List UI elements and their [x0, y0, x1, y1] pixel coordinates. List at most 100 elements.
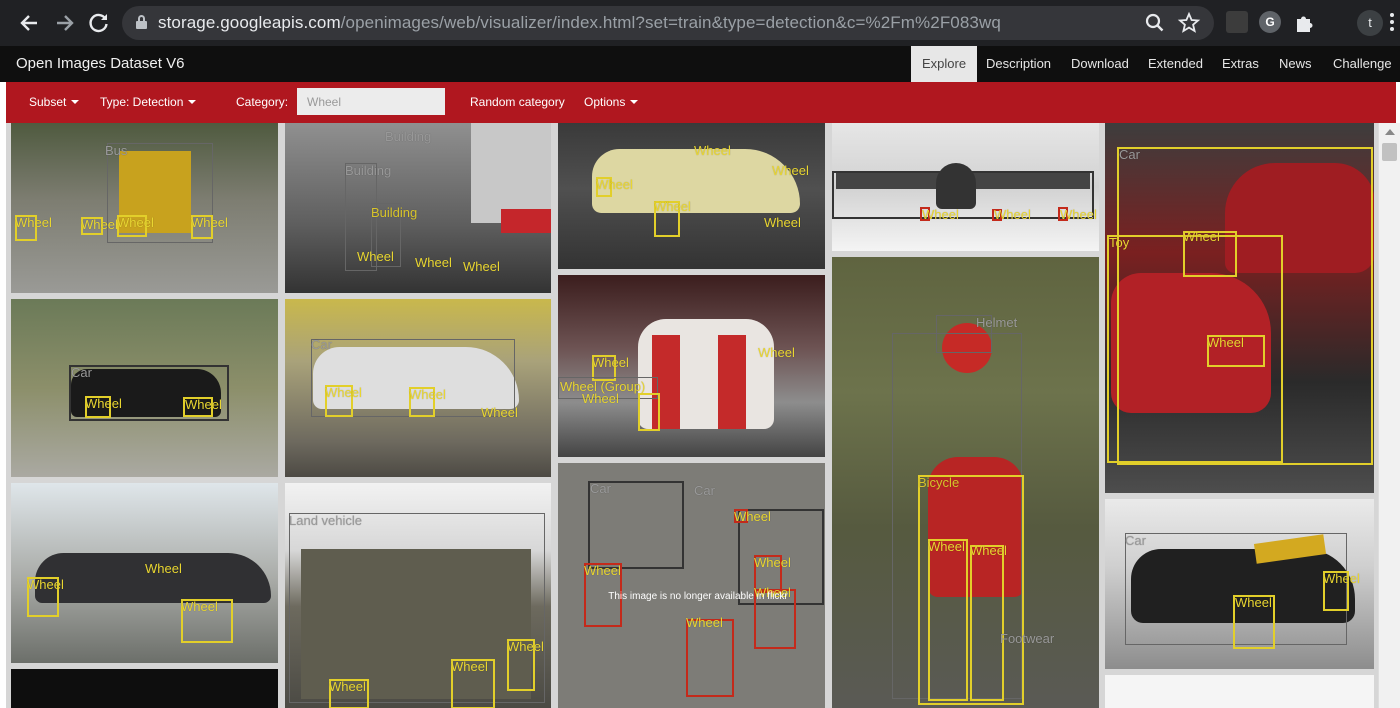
bbox-label: Wheel [451, 659, 488, 674]
image-tile[interactable]: Wheel Wheel Wheel [832, 123, 1099, 251]
bbox-label: Wheel [754, 585, 791, 600]
extension-g-icon[interactable]: G [1259, 11, 1281, 33]
car-shape [35, 553, 271, 603]
image-tile[interactable] [1105, 675, 1374, 708]
random-category-link[interactable]: Random category [470, 95, 565, 109]
menu-icon[interactable] [1390, 13, 1394, 34]
scroll-up-icon[interactable] [1385, 129, 1395, 135]
bbox-wheel [970, 545, 1004, 701]
bbox-wheel [507, 639, 535, 691]
bbox-wheel [686, 619, 734, 697]
image-tile[interactable]: Wheel Wheel Wheel [11, 483, 278, 663]
tab-extras[interactable]: Extras [1222, 56, 1259, 71]
bbox-label: Wheel [1207, 335, 1244, 350]
stripe-shape [718, 335, 746, 429]
bbox-label: Car [1125, 533, 1146, 548]
image-tile[interactable]: Wheel Wheel Wheel Wheel Wheel [558, 123, 825, 269]
image-tile[interactable]: Car Wheel Wheel [11, 299, 278, 477]
bbox-label: Wheel [85, 396, 122, 411]
url-text[interactable]: storage.googleapis.com/openimages/web/vi… [158, 13, 1001, 33]
bbox-label: Toy [1109, 235, 1130, 250]
bbox-helmet [936, 315, 992, 353]
caret-down-icon [188, 100, 197, 104]
bbox-label: Wheel [928, 539, 965, 554]
bbox-label: Building [345, 163, 392, 178]
caret-down-icon [71, 100, 80, 104]
tab-news[interactable]: News [1279, 56, 1312, 71]
car-shape [1131, 549, 1355, 623]
extension-square-icon[interactable] [1226, 11, 1248, 33]
zoom-icon[interactable] [1140, 8, 1170, 38]
bbox-label: Wheel [1060, 207, 1097, 222]
subset-label: Subset [29, 95, 67, 109]
bbox-label: Wheel [764, 215, 801, 230]
image-tile[interactable]: Car Wheel Wheel [1105, 499, 1374, 669]
back-arrow-icon[interactable] [14, 8, 44, 38]
bbox-label: Wheel [758, 345, 795, 360]
image-tile[interactable]: Car Toy Wheel Wheel [1105, 123, 1374, 493]
bbox-label: Car [694, 483, 715, 498]
scroll-thumb[interactable] [1382, 143, 1397, 161]
bbox-car [588, 481, 684, 569]
image-tile[interactable] [11, 669, 278, 708]
site-title[interactable]: Open Images Dataset V6 [16, 55, 185, 72]
bbox-label: Wheel [191, 215, 228, 230]
rider-shape [928, 457, 1024, 597]
bbox-label: Wheel [994, 207, 1031, 222]
category-input[interactable] [297, 88, 445, 115]
tab-challenge[interactable]: Challenge [1333, 56, 1392, 71]
stripe-shape [652, 335, 680, 429]
bbox-wheel [181, 599, 233, 643]
image-tile[interactable]: Land vehicle Wheel Wheel Wheel [285, 483, 551, 708]
avatar[interactable]: t [1357, 10, 1383, 36]
image-tile[interactable]: Bus Wheel Wheel Wheel Wheel [11, 123, 278, 293]
bbox-label: Wheel [27, 577, 64, 592]
bbox-car [1117, 147, 1373, 465]
bbox-wheel [592, 355, 616, 381]
puzzle-icon[interactable] [1289, 8, 1319, 38]
image-tile[interactable]: Building Building Building Wheel Wheel W… [285, 123, 551, 293]
type-dropdown[interactable]: Type: Detection [100, 95, 197, 109]
bbox-label: Wheel [592, 355, 629, 370]
tab-description[interactable]: Description [986, 56, 1052, 71]
forward-arrow-icon[interactable] [50, 8, 80, 38]
tab-download[interactable]: Download [1071, 56, 1129, 71]
browser-toolbar: storage.googleapis.com/openimages/web/vi… [0, 0, 1400, 46]
bbox-label: Wheel [329, 679, 366, 694]
reload-icon[interactable] [84, 8, 114, 38]
bbox-airplane [832, 171, 1094, 219]
bbox-label: Building [371, 205, 418, 220]
bbox-land-vehicle [289, 513, 545, 703]
bbox-label: Wheel (Group) [560, 379, 646, 394]
tab-explore[interactable]: Explore [911, 46, 978, 82]
extension-divider-icon [1322, 8, 1352, 38]
bbox-building [345, 163, 377, 271]
image-tile[interactable]: Car Wheel Wheel Wheel [285, 299, 551, 477]
sign-shape [501, 209, 551, 233]
bbox-wheel [183, 397, 213, 417]
bbox-label: Wheel [145, 561, 182, 576]
options-dropdown[interactable]: Options [584, 95, 639, 109]
bbox-label: Wheel [754, 555, 791, 570]
star-icon[interactable] [1174, 8, 1204, 38]
bbox-label: Building [385, 129, 432, 144]
image-tile[interactable]: Wheel Wheel (Group) Wheel Wheel [558, 275, 825, 457]
tab-extended[interactable]: Extended [1148, 56, 1203, 71]
scrollbar[interactable] [1378, 123, 1400, 708]
address-bar[interactable]: storage.googleapis.com/openimages/web/vi… [122, 6, 1214, 40]
bbox-building [371, 203, 401, 267]
bbox-label: Car [590, 481, 611, 496]
bbox-label: Wheel [409, 387, 446, 402]
lock-icon[interactable] [136, 15, 147, 29]
image-tile[interactable]: Car Car Wheel Wheel Wheel Wheel Wheel Th… [558, 463, 825, 708]
car-shape [313, 347, 519, 409]
bbox-wheel [81, 217, 103, 235]
bbox-label: Wheel [596, 177, 633, 192]
bbox-label: Bicycle [918, 475, 960, 490]
bbox-label: Wheel [772, 163, 809, 178]
bbox-label: Wheel [584, 563, 621, 578]
bbox-car [1125, 533, 1347, 645]
subset-dropdown[interactable]: Subset [29, 95, 80, 109]
bbox-wheel [920, 207, 930, 221]
image-tile[interactable]: Helmet Bicycle Wheel Wheel Footwear [832, 257, 1099, 708]
